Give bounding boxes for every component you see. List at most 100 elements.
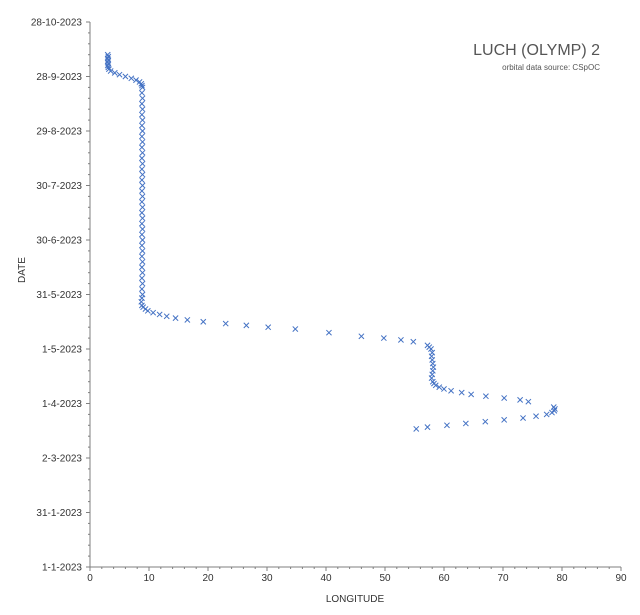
data-point bbox=[172, 315, 179, 322]
data-point bbox=[156, 311, 163, 318]
data-point bbox=[138, 187, 145, 194]
data-point bbox=[429, 349, 436, 356]
data-point bbox=[413, 425, 420, 432]
data-point bbox=[139, 149, 146, 156]
data-point bbox=[139, 247, 146, 254]
data-point bbox=[111, 69, 118, 76]
y-tick-label: 28-9-2023 bbox=[36, 72, 82, 83]
data-point bbox=[443, 422, 450, 429]
data-point bbox=[133, 77, 139, 84]
x-tick-label: 40 bbox=[320, 573, 332, 584]
ticks: 0 10 20 30 40 50 60 70 80 90 1-1-2023 31-1-2023 2-3-… bbox=[31, 18, 627, 585]
data-point bbox=[139, 237, 146, 243]
data-point bbox=[292, 326, 299, 332]
x-tick-label: 30 bbox=[261, 573, 273, 584]
data-point bbox=[138, 231, 145, 238]
data-point bbox=[139, 182, 146, 189]
data-point bbox=[397, 336, 404, 343]
data-point bbox=[501, 395, 508, 402]
data-point bbox=[138, 133, 145, 140]
y-tick-label: 29-8-2023 bbox=[36, 127, 82, 138]
data-point bbox=[265, 324, 272, 331]
data-point bbox=[139, 226, 146, 233]
data-point bbox=[200, 318, 207, 325]
axes bbox=[89, 22, 621, 568]
y-axis-label: DATE bbox=[17, 257, 28, 283]
data-point bbox=[138, 242, 145, 249]
data-point bbox=[139, 84, 146, 91]
y-tick-label: 31-5-2023 bbox=[36, 290, 82, 301]
data-point bbox=[138, 89, 145, 96]
y-tick-label: 30-7-2023 bbox=[36, 181, 82, 192]
data-point bbox=[543, 411, 550, 418]
x-tick-label: 60 bbox=[438, 573, 450, 584]
data-point bbox=[139, 95, 146, 102]
y-tick-label: 1-4-2023 bbox=[42, 399, 82, 410]
data-point bbox=[138, 122, 145, 129]
data-point bbox=[517, 396, 524, 403]
data-point bbox=[139, 171, 146, 178]
data-point bbox=[138, 155, 145, 162]
data-point bbox=[139, 117, 146, 124]
y-tick-label: 31-1-2023 bbox=[36, 508, 82, 519]
data-point bbox=[325, 329, 332, 336]
y-tick-label: 1-1-2023 bbox=[42, 563, 82, 574]
x-tick-label: 0 bbox=[87, 573, 93, 584]
data-point bbox=[116, 71, 123, 78]
data-point bbox=[436, 384, 443, 391]
chart-subtitle: orbital data source: CSpOC bbox=[502, 63, 600, 72]
data-point bbox=[139, 138, 146, 145]
data-point bbox=[138, 177, 145, 184]
data-point bbox=[138, 286, 145, 293]
data-point bbox=[138, 253, 145, 260]
data-point bbox=[138, 166, 145, 173]
data-point bbox=[163, 313, 170, 320]
data-point bbox=[550, 404, 557, 411]
data-point bbox=[468, 391, 475, 398]
chart-title: LUCH (OLYMP) 2 bbox=[473, 42, 600, 59]
x-tick-label: 90 bbox=[615, 573, 627, 584]
data-point bbox=[462, 420, 469, 427]
data-point bbox=[122, 73, 129, 80]
data-point bbox=[520, 415, 527, 421]
data-point bbox=[139, 258, 146, 265]
data-point bbox=[139, 280, 146, 287]
data-point bbox=[482, 418, 489, 425]
data-point bbox=[358, 333, 365, 340]
x-tick-label: 10 bbox=[143, 573, 155, 584]
data-point bbox=[128, 75, 135, 82]
y-tick-label: 28-10-2023 bbox=[31, 18, 83, 29]
data-point bbox=[139, 291, 146, 298]
data-point bbox=[448, 387, 455, 394]
x-tick-label: 50 bbox=[379, 573, 391, 584]
y-tick-label: 30-6-2023 bbox=[36, 236, 82, 247]
data-point bbox=[139, 204, 146, 211]
data-point bbox=[138, 275, 145, 282]
data-point bbox=[138, 111, 145, 118]
data-point bbox=[139, 160, 146, 167]
x-tick-label: 70 bbox=[497, 573, 509, 584]
x-tick-label: 80 bbox=[556, 573, 568, 584]
data-point bbox=[424, 424, 431, 431]
data-point bbox=[410, 338, 417, 345]
data-point bbox=[104, 51, 111, 58]
data-point bbox=[138, 100, 145, 107]
data-point bbox=[458, 389, 465, 396]
data-point bbox=[501, 416, 508, 423]
data-point bbox=[380, 335, 387, 342]
data-point bbox=[222, 320, 229, 327]
data-points bbox=[104, 51, 558, 432]
data-point bbox=[105, 53, 112, 60]
data-point bbox=[424, 342, 431, 349]
data-point bbox=[136, 78, 143, 85]
data-point bbox=[139, 128, 146, 134]
data-point bbox=[139, 193, 146, 200]
data-point bbox=[138, 82, 145, 89]
data-point bbox=[441, 386, 447, 392]
data-point bbox=[105, 66, 112, 73]
data-point bbox=[138, 209, 145, 216]
data-point bbox=[138, 264, 145, 271]
y-tick-label: 2-3-2023 bbox=[42, 454, 82, 465]
data-point bbox=[429, 378, 436, 385]
